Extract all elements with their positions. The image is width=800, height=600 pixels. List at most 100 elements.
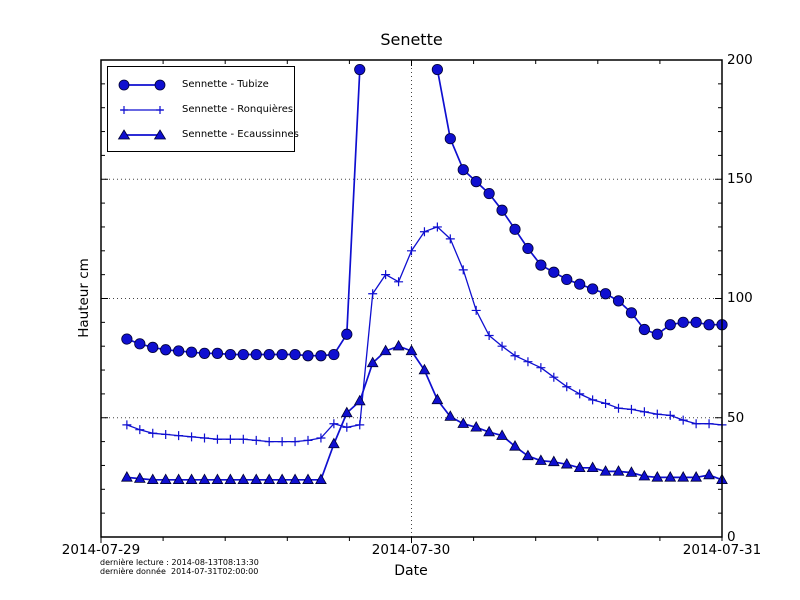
marker-circle — [276, 348, 288, 361]
marker-triangle — [625, 466, 638, 477]
marker-plus — [407, 246, 416, 256]
x-axis-label: Date — [394, 563, 428, 579]
marker-plus — [523, 357, 533, 367]
marker-circle — [535, 259, 547, 271]
marker-triangle — [250, 473, 263, 484]
marker-plus — [329, 419, 339, 429]
marker-triangle — [224, 473, 237, 484]
marker-triangle — [612, 465, 625, 476]
marker-triangle — [353, 394, 366, 406]
marker-plus — [174, 431, 184, 441]
marker-triangle — [418, 363, 431, 375]
marker-circle — [328, 348, 340, 361]
marker-triangle — [263, 473, 276, 484]
marker-circle — [160, 344, 172, 356]
marker-plus — [652, 409, 662, 419]
marker-plus — [238, 434, 248, 444]
marker-plus — [419, 227, 429, 237]
marker-plus — [187, 432, 197, 442]
marker-triangle — [496, 429, 508, 440]
plot-frame — [100, 59, 723, 538]
marker-circle — [173, 345, 185, 357]
y-tick-label-100: 100 — [727, 290, 753, 306]
marker-plus — [355, 420, 365, 430]
circle-marker-line-icon — [118, 79, 166, 90]
marker-triangle — [509, 440, 521, 451]
marker-plus — [665, 410, 675, 420]
marker-circle — [496, 204, 508, 216]
marker-circle — [664, 319, 676, 331]
marker-circle — [185, 346, 198, 358]
legend-label-ronquieres: Sennette - Ronquières — [182, 104, 294, 115]
marker-plus — [316, 433, 326, 443]
marker-plus — [200, 433, 209, 443]
marker-triangle — [211, 473, 224, 484]
marker-plus — [626, 404, 636, 414]
plus-marker-line-icon — [120, 105, 164, 114]
marker-circle — [522, 242, 534, 255]
marker-plus — [342, 422, 352, 432]
marker-triangle — [133, 472, 146, 483]
marker-circle — [651, 328, 663, 340]
marker-triangle — [120, 471, 133, 482]
marker-plus — [394, 277, 404, 287]
marker-plus — [432, 222, 442, 232]
marker-plus — [225, 434, 235, 444]
marker-plus — [458, 265, 468, 275]
marker-triangle — [276, 473, 289, 484]
marker-plus — [510, 351, 520, 361]
marker-triangle — [237, 473, 250, 484]
marker-triangle — [483, 425, 496, 437]
marker-plus — [122, 420, 132, 430]
marker-triangle — [573, 461, 586, 473]
marker-triangle — [366, 356, 379, 368]
marker-triangle — [638, 469, 651, 481]
marker-circle — [134, 338, 146, 350]
marker-plus — [212, 434, 222, 444]
marker-circle — [224, 348, 236, 361]
marker-plus — [549, 372, 559, 382]
marker-triangle — [289, 473, 301, 484]
marker-circle — [431, 63, 443, 76]
marker-triangle — [664, 471, 677, 482]
marker-circle — [237, 348, 249, 361]
y-tick-label-150: 150 — [727, 171, 753, 187]
marker-triangle — [560, 457, 573, 469]
marker-triangle — [379, 344, 392, 356]
marker-triangle — [703, 468, 715, 480]
marker-circle — [561, 273, 573, 286]
marker-triangle — [470, 420, 483, 432]
marker-circle — [211, 347, 224, 359]
marker-triangle — [198, 473, 211, 484]
marker-plus — [562, 382, 572, 392]
y-tick-label-50: 50 — [727, 410, 745, 426]
last-reading-text: dernière lecture : 2014-08-13T08:13:30 — [100, 558, 259, 567]
marker-plus — [303, 435, 313, 445]
marker-circle — [315, 350, 327, 362]
marker-plus — [264, 437, 274, 447]
marker-triangle — [392, 339, 405, 351]
marker-triangle — [651, 471, 664, 482]
marker-circle — [198, 347, 211, 359]
marker-plus — [368, 289, 378, 299]
marker-circle — [147, 341, 159, 353]
marker-plus — [161, 429, 171, 439]
marker-circle — [444, 133, 456, 145]
x-tick-label-jul29: 2014-07-29 — [61, 542, 141, 558]
marker-plus — [484, 330, 494, 340]
marker-circle — [121, 333, 133, 345]
marker-circle — [470, 176, 482, 188]
marker-plus — [445, 234, 455, 244]
legend-label-ecaussinnes: Sennette - Ecaussinnes — [182, 129, 299, 140]
marker-circle — [289, 348, 301, 361]
marker-plus — [588, 395, 598, 405]
legend-entry-tubize: Sennette - Tubize — [116, 72, 294, 97]
x-tick-label-jul31: 2014-07-31 — [682, 542, 762, 558]
marker-triangle — [586, 461, 599, 473]
marker-circle — [354, 63, 366, 76]
marker-circle — [457, 164, 469, 176]
marker-triangle — [444, 410, 457, 421]
series-line-circle — [436, 69, 722, 336]
marker-plus — [704, 419, 714, 429]
